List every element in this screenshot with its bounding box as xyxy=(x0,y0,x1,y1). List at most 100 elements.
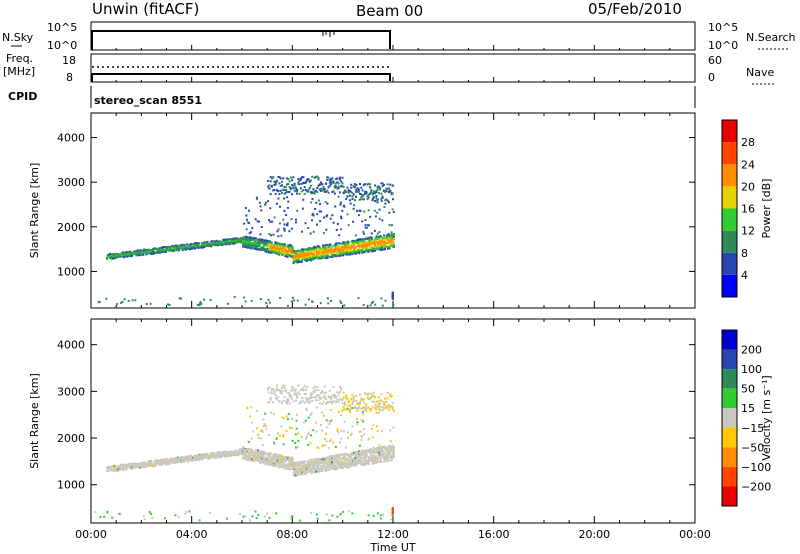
echo-cell xyxy=(388,456,391,459)
echo-cell xyxy=(350,397,353,400)
echo-cell xyxy=(365,409,368,412)
echo-cell xyxy=(365,403,368,406)
echo-cell xyxy=(207,457,210,460)
echo-cell xyxy=(356,187,359,190)
echo-cell xyxy=(292,261,295,264)
echo-cell xyxy=(288,392,291,395)
echo-cell xyxy=(380,245,383,248)
colorbar-frame xyxy=(721,329,738,507)
echo-cell xyxy=(307,401,310,404)
echo-cell xyxy=(331,400,334,403)
echo-cell xyxy=(174,244,177,247)
echo-cell xyxy=(371,199,374,202)
echo-cell xyxy=(359,239,362,242)
echo-cell xyxy=(365,452,368,455)
echo-cell xyxy=(374,249,377,252)
echo-cell xyxy=(272,456,275,459)
echo-cell xyxy=(182,248,185,251)
echo-cell xyxy=(332,190,335,193)
echo-cell xyxy=(242,236,245,239)
echo-cell xyxy=(272,247,275,250)
echo-cell xyxy=(364,406,367,409)
echo-cell xyxy=(392,242,395,245)
echo-cell xyxy=(314,189,317,192)
echo-cell xyxy=(301,462,304,465)
echo-cell xyxy=(181,461,184,464)
echo-cell xyxy=(315,201,318,204)
echo-cell xyxy=(312,461,315,464)
echo-cell xyxy=(370,188,373,191)
echo-cell xyxy=(321,189,324,192)
echo-cell xyxy=(359,459,362,462)
echo-cell xyxy=(326,189,329,192)
echo-cell xyxy=(376,185,379,188)
echo-cell xyxy=(299,401,302,404)
echo-cell xyxy=(340,460,343,463)
echo-cell xyxy=(253,243,256,246)
echo-cell xyxy=(356,457,359,460)
echo-cell xyxy=(377,460,380,463)
echo-cell xyxy=(262,248,265,251)
echo-cell xyxy=(158,462,161,465)
echo-cell xyxy=(323,461,326,464)
echo-cell xyxy=(363,247,366,250)
echo-cell xyxy=(201,246,204,249)
echo-cell xyxy=(297,183,300,186)
echo-cell xyxy=(150,460,153,463)
echo-cell xyxy=(242,447,245,450)
echo-cell xyxy=(335,182,338,185)
echo-cell xyxy=(268,391,271,394)
echo-cell xyxy=(325,468,328,471)
echo-cell xyxy=(314,207,317,210)
echo-cell xyxy=(182,458,185,461)
echo-cell xyxy=(267,200,270,203)
echo-cell xyxy=(270,411,273,414)
echo-cell xyxy=(393,244,395,247)
echo-cell xyxy=(248,232,251,235)
echo-cell xyxy=(315,246,318,249)
echo-cell xyxy=(341,464,344,467)
echo-cell xyxy=(366,195,369,198)
echo-cell xyxy=(312,464,315,467)
echo-cell xyxy=(285,214,288,217)
echo-cell xyxy=(275,437,278,440)
echo-cell xyxy=(269,176,272,179)
colorbar-tick-label: 15 xyxy=(741,402,755,415)
echo-cell xyxy=(328,468,331,471)
echo-cell xyxy=(325,251,328,254)
echo-cell xyxy=(309,179,312,182)
echo-cell xyxy=(282,218,285,221)
echo-cell xyxy=(326,176,329,179)
echo-cell xyxy=(367,392,370,395)
echo-cell xyxy=(263,462,266,465)
echo-cell xyxy=(341,184,344,187)
echo-cell xyxy=(273,453,276,456)
echo-cell xyxy=(275,456,278,459)
echo-cell xyxy=(299,463,302,466)
echo-cell xyxy=(301,182,304,185)
echo-cell xyxy=(379,399,382,402)
echo-cell xyxy=(324,456,327,459)
echo-cell xyxy=(366,396,369,399)
echo-cell xyxy=(336,177,339,180)
echo-cell xyxy=(177,245,180,248)
echo-cell xyxy=(195,242,198,245)
echo-cell xyxy=(352,250,355,253)
echo-cell xyxy=(326,297,329,300)
echo-cell xyxy=(344,446,347,449)
echo-cell xyxy=(312,191,315,194)
echo-cell xyxy=(325,464,328,467)
echo-cell xyxy=(275,464,278,467)
echo-cell xyxy=(332,180,335,183)
echo-cell xyxy=(279,462,282,465)
echo-cell xyxy=(381,405,384,408)
echo-cell xyxy=(124,251,127,254)
echo-cell xyxy=(391,514,394,517)
echo-cell xyxy=(384,448,387,451)
echo-cell xyxy=(200,245,203,248)
echo-cell xyxy=(344,249,347,252)
echo-cell xyxy=(282,389,285,392)
echo-cell xyxy=(380,182,383,185)
echo-cell xyxy=(312,465,315,468)
echo-cell xyxy=(351,253,354,256)
